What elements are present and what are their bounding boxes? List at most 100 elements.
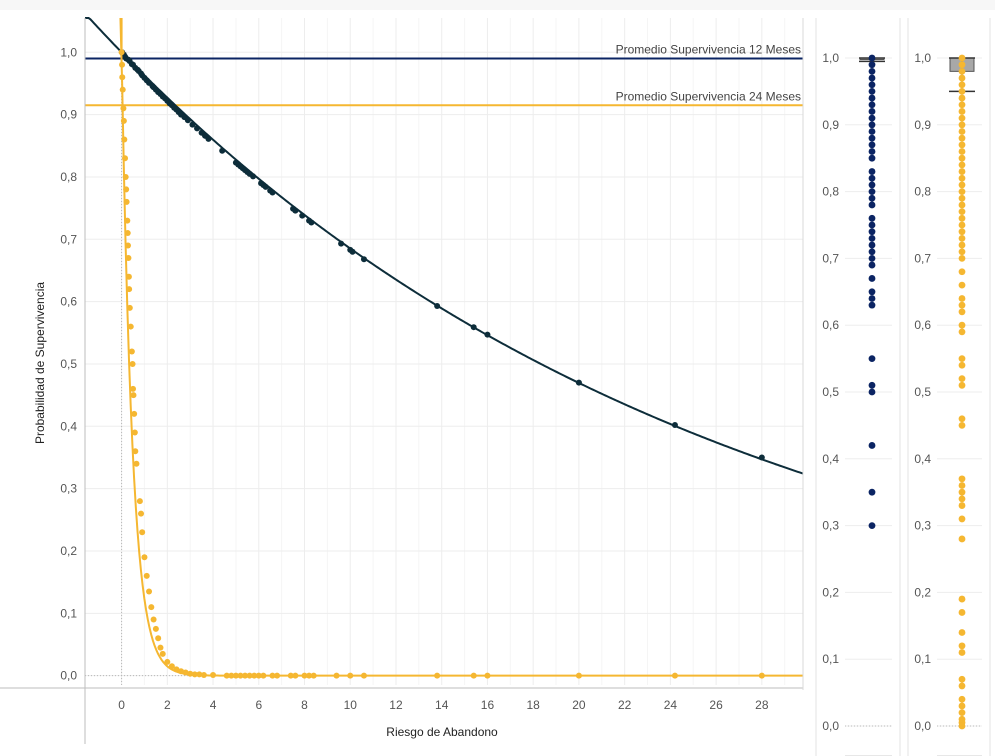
data-point bbox=[219, 147, 226, 154]
strip-data-point bbox=[868, 128, 876, 135]
strip-data-point bbox=[958, 255, 966, 262]
strip-tick-label: 0,1 bbox=[822, 652, 839, 666]
strip-data-point bbox=[958, 321, 966, 329]
data-point bbox=[223, 672, 230, 679]
strip-data-point bbox=[958, 128, 966, 135]
data-point bbox=[150, 616, 157, 623]
y-tick-label: 0,5 bbox=[60, 357, 77, 371]
strip-data-point bbox=[958, 515, 966, 523]
data-point bbox=[118, 49, 125, 56]
data-point bbox=[130, 392, 137, 399]
strip-data-point bbox=[868, 201, 876, 209]
strip-tick-label: 0,5 bbox=[822, 385, 839, 399]
data-point bbox=[120, 117, 127, 124]
data-point bbox=[338, 240, 345, 247]
data-point bbox=[484, 672, 491, 679]
data-point bbox=[119, 61, 126, 68]
data-point bbox=[196, 671, 203, 678]
data-point bbox=[434, 672, 441, 679]
survival-scatter-chart: Promedio Supervivencia 12 Meses Promedio … bbox=[0, 17, 804, 744]
x-tick-label: 14 bbox=[435, 698, 449, 712]
strip-data-point bbox=[958, 214, 966, 222]
strip-data-point bbox=[958, 168, 966, 175]
strip-data-point bbox=[958, 535, 966, 543]
data-point bbox=[129, 360, 136, 367]
strip-data-point bbox=[868, 214, 876, 222]
strip-data-point bbox=[868, 261, 876, 269]
strip-data-point bbox=[958, 649, 966, 656]
y-tick-label: 0,3 bbox=[60, 482, 77, 496]
strip-data-point bbox=[868, 94, 876, 102]
strip-data-point bbox=[958, 482, 966, 489]
data-point bbox=[120, 105, 127, 112]
strip-data-point bbox=[958, 709, 966, 717]
x-tick-label: 4 bbox=[210, 698, 217, 712]
strip-tick-label: 0,2 bbox=[914, 585, 931, 599]
strip-data-point bbox=[868, 168, 876, 175]
strip-tick-label: 1,0 bbox=[914, 51, 931, 65]
strip-data-point bbox=[868, 381, 876, 389]
data-point bbox=[484, 331, 491, 338]
data-point bbox=[308, 219, 315, 226]
reference-line-label: Promedio Supervivencia 24 Meses bbox=[616, 89, 801, 103]
strip-data-point bbox=[868, 295, 876, 302]
data-point bbox=[123, 186, 130, 193]
strip-data-point bbox=[868, 442, 876, 449]
data-point bbox=[310, 672, 317, 679]
data-point bbox=[260, 672, 267, 679]
strip-data-point bbox=[958, 415, 966, 423]
strip-data-point bbox=[868, 61, 876, 69]
data-point bbox=[349, 248, 356, 255]
strip-data-point bbox=[958, 682, 966, 690]
strip-tick-label: 0,6 bbox=[914, 318, 931, 332]
strip-data-point bbox=[958, 101, 966, 109]
strip-data-point bbox=[958, 422, 966, 429]
strip-data-point bbox=[868, 388, 876, 396]
strip-tick-label: 0,0 bbox=[914, 719, 931, 733]
data-point bbox=[173, 666, 180, 673]
data-point bbox=[148, 604, 155, 611]
strip-data-point bbox=[958, 281, 966, 289]
x-tick-label: 22 bbox=[618, 698, 632, 712]
strip-data-point bbox=[868, 174, 876, 182]
data-point bbox=[124, 242, 131, 249]
strip-data-point bbox=[958, 248, 966, 256]
data-point bbox=[127, 323, 134, 330]
strip-data-point bbox=[958, 174, 966, 182]
y-tick-label: 0,6 bbox=[60, 295, 77, 309]
data-point bbox=[138, 510, 145, 517]
strip-data-point bbox=[958, 375, 966, 383]
y-tick-label: 0,2 bbox=[60, 544, 77, 558]
data-point bbox=[269, 189, 276, 196]
data-point bbox=[128, 348, 135, 355]
data-point bbox=[246, 672, 253, 679]
data-point bbox=[237, 672, 244, 679]
strip-data-point bbox=[958, 181, 966, 189]
strip-data-point bbox=[958, 221, 966, 229]
data-point bbox=[242, 672, 249, 679]
data-point bbox=[122, 155, 129, 162]
data-point bbox=[200, 672, 207, 679]
data-point bbox=[139, 529, 146, 536]
x-tick-label: 8 bbox=[301, 698, 308, 712]
main-plot-area bbox=[85, 18, 803, 685]
strip-data-point bbox=[868, 288, 876, 296]
strip-data-point bbox=[868, 241, 876, 249]
strip-data-point bbox=[958, 301, 966, 309]
strip-data-point bbox=[958, 295, 966, 302]
strip-data-point bbox=[868, 154, 876, 162]
data-point bbox=[146, 588, 153, 595]
data-point bbox=[274, 672, 281, 679]
data-point bbox=[191, 671, 198, 678]
strip-data-point bbox=[958, 234, 966, 242]
data-point bbox=[262, 183, 269, 190]
data-point bbox=[470, 672, 477, 679]
data-point bbox=[470, 324, 477, 331]
strip-data-point bbox=[958, 355, 966, 362]
strip-data-point bbox=[868, 488, 876, 496]
strip-data-point bbox=[868, 74, 876, 82]
data-point bbox=[575, 379, 582, 386]
strip-data-point bbox=[958, 328, 966, 336]
data-point bbox=[178, 668, 185, 675]
strip-data-point bbox=[958, 475, 966, 483]
